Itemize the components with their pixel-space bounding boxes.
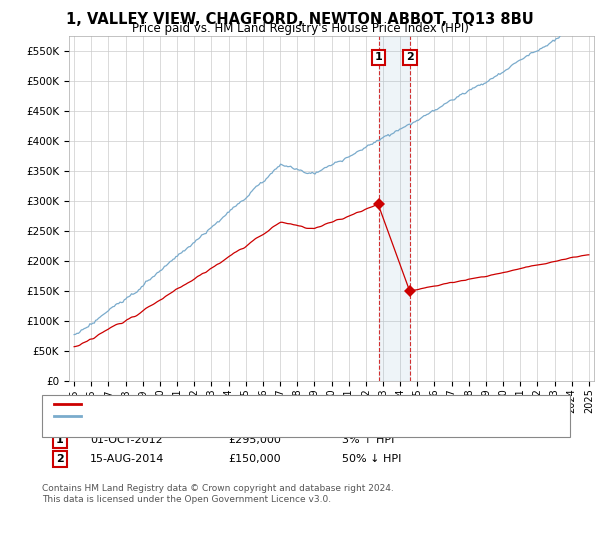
Text: 1: 1 xyxy=(56,435,64,445)
Text: 1, VALLEY VIEW, CHAGFORD, NEWTON ABBOT, TQ13 8BU: 1, VALLEY VIEW, CHAGFORD, NEWTON ABBOT, … xyxy=(66,12,534,27)
Text: HPI: Average price, detached house, West Devon: HPI: Average price, detached house, West… xyxy=(84,410,339,421)
Text: £150,000: £150,000 xyxy=(228,454,281,464)
Text: £295,000: £295,000 xyxy=(228,435,281,445)
Text: Contains HM Land Registry data © Crown copyright and database right 2024.
This d: Contains HM Land Registry data © Crown c… xyxy=(42,484,394,504)
Text: 3% ↑ HPI: 3% ↑ HPI xyxy=(342,435,394,445)
Text: 2: 2 xyxy=(406,53,414,62)
Text: 1, VALLEY VIEW, CHAGFORD, NEWTON ABBOT, TQ13 8BU (detached house): 1, VALLEY VIEW, CHAGFORD, NEWTON ABBOT, … xyxy=(84,399,478,409)
Text: 01-OCT-2012: 01-OCT-2012 xyxy=(90,435,163,445)
Text: 50% ↓ HPI: 50% ↓ HPI xyxy=(342,454,401,464)
Bar xyxy=(379,36,410,381)
Text: Price paid vs. HM Land Registry's House Price Index (HPI): Price paid vs. HM Land Registry's House … xyxy=(131,22,469,35)
Text: 2: 2 xyxy=(56,454,64,464)
Text: 1: 1 xyxy=(375,53,383,62)
Text: 15-AUG-2014: 15-AUG-2014 xyxy=(90,454,164,464)
